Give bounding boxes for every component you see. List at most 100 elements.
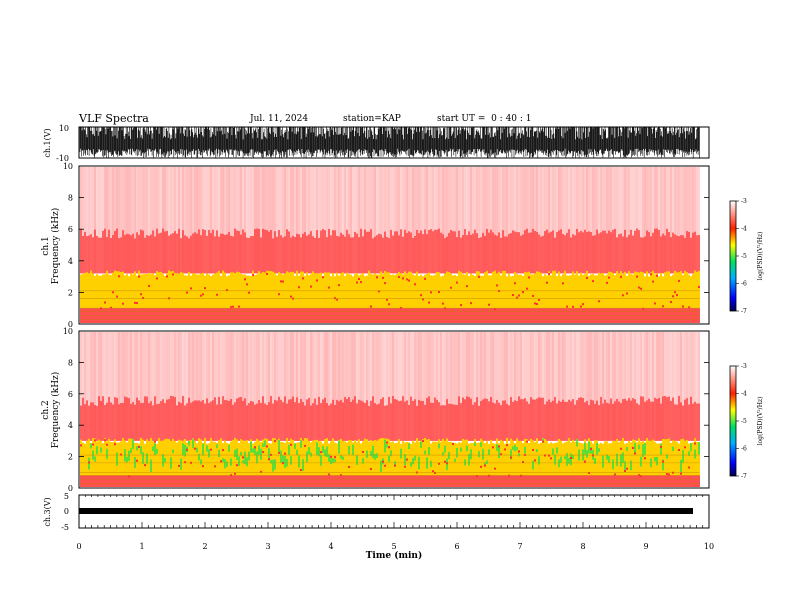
station-label: station=KAP	[343, 114, 401, 124]
spec-column-mid	[282, 237, 284, 274]
spec-column-mid	[140, 403, 142, 441]
spec-column-mid	[306, 399, 308, 441]
spec-column-speck	[232, 305, 234, 308]
spec-column-low	[590, 475, 592, 487]
spec-column-band	[394, 443, 396, 476]
colorbar-tick-label: -7	[741, 308, 747, 315]
spec-column-high	[436, 332, 438, 441]
spec-column-band	[332, 438, 334, 476]
spec-column-peak	[216, 444, 218, 449]
spec-column-low	[532, 475, 534, 487]
spec-column-peak	[156, 448, 158, 454]
spec-column-high	[170, 332, 172, 441]
spec-column-speck	[488, 303, 490, 306]
spec-column-mid	[86, 400, 88, 441]
spec-column-high	[698, 167, 700, 274]
spec-column-mid	[480, 401, 482, 441]
spec-column-high	[88, 332, 90, 441]
spec-column-mid	[344, 397, 346, 441]
spec-column-high	[250, 332, 252, 441]
spec-column-mid	[442, 234, 444, 274]
spec-column-speck	[428, 301, 430, 304]
spec-column-band	[228, 443, 230, 476]
spec-column-speck	[414, 283, 416, 286]
spec-column-high	[332, 332, 334, 441]
spec-column-high	[128, 167, 130, 274]
spec-column-high	[430, 332, 432, 441]
spec-column-high	[612, 332, 614, 441]
spec-column-low	[220, 475, 222, 487]
spec-column-mid	[378, 403, 380, 441]
spec-column-low	[620, 475, 622, 487]
spec-column-high	[120, 167, 122, 274]
spec-column-mid	[248, 403, 250, 441]
spec-column-high	[256, 332, 258, 441]
spec-column-low	[640, 475, 642, 487]
spec-column-low	[88, 475, 90, 487]
spec-column-peak	[262, 443, 264, 447]
spec-column-high	[302, 332, 304, 441]
spec-column-band	[422, 276, 424, 309]
spec-column-mid	[322, 228, 324, 274]
spec-column-high	[556, 332, 558, 441]
spec-column-high	[604, 332, 606, 441]
spec-column-band	[210, 438, 212, 476]
spec-column-mid	[576, 228, 578, 274]
spec-column-high	[140, 167, 142, 274]
spec-column-high	[220, 167, 222, 274]
spec-column-high	[178, 167, 180, 274]
spec-column-high	[560, 332, 562, 441]
spec-column-mid	[340, 232, 342, 274]
spec-column-high	[432, 167, 434, 274]
spec-column-low	[190, 475, 192, 487]
spec-column-band	[372, 274, 374, 309]
spec-column-band	[504, 443, 506, 476]
spec-column-high	[486, 332, 488, 441]
spec-column-mid	[148, 235, 150, 274]
spec-column-speck	[444, 460, 446, 463]
spec-column-high	[554, 332, 556, 441]
spec-column-low	[298, 475, 300, 487]
spec-column-mid	[696, 403, 698, 441]
spec-column-band	[552, 443, 554, 476]
spec-column-mid	[376, 235, 378, 274]
spec-column-low	[236, 475, 238, 487]
spec-column-mid	[438, 228, 440, 274]
spec-column-high	[418, 167, 420, 274]
spec-column-band	[582, 274, 584, 309]
spec-column-high	[600, 332, 602, 441]
spec-column-band	[560, 276, 562, 309]
spec-column-mid	[312, 236, 314, 274]
spec-column-low	[186, 475, 188, 487]
spec-column-mid	[114, 397, 116, 441]
spec-column-mid	[342, 234, 344, 274]
spec-column-high	[642, 167, 644, 274]
spec-column-low	[682, 475, 684, 487]
spec-column-mid	[278, 229, 280, 274]
spec-column-band	[488, 275, 490, 309]
spec-column-mid	[570, 237, 572, 274]
spec-column-mid	[672, 232, 674, 274]
spec-column-mid	[480, 237, 482, 274]
spec-column-band	[254, 441, 256, 476]
spec-column-low	[258, 475, 260, 487]
x-tick-label: 9	[643, 542, 648, 551]
spec-column-mid	[498, 232, 500, 274]
spec-column-peak	[280, 450, 282, 463]
spec-column-speck	[142, 297, 144, 300]
spec-column-high	[596, 332, 598, 441]
spec-column-band	[670, 276, 672, 309]
spec-column-band	[218, 440, 220, 476]
spec-column-high	[604, 167, 606, 274]
spec-column-mid	[456, 405, 458, 441]
spec-column-low	[584, 475, 586, 487]
spec-column-low	[108, 475, 110, 487]
spec-column-speck	[580, 305, 582, 308]
spec-column-peak	[130, 448, 132, 454]
spec-column-mid	[290, 237, 292, 274]
spec-column-mid	[652, 401, 654, 441]
spec-column-high	[386, 167, 388, 274]
spec-column-high	[100, 167, 102, 274]
spec-column-high	[286, 167, 288, 274]
